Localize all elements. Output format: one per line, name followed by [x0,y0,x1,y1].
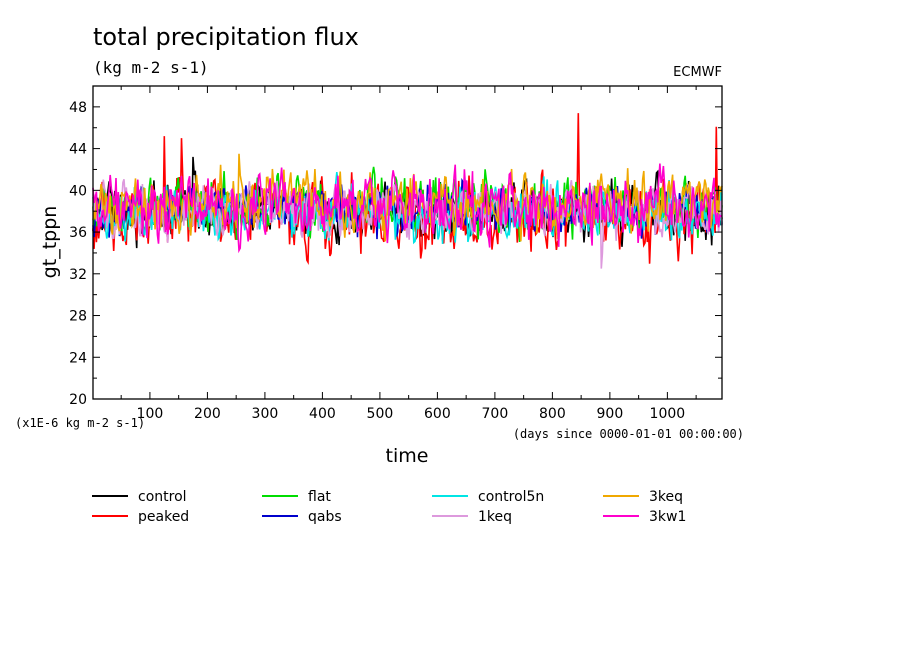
y-scale-label: (x1E-6 kg m-2 s-1) [15,416,145,430]
y-tick-label: 40 [69,183,87,199]
chart-subtitle: (kg m-2 s-1) [93,58,209,77]
series-line-3keq [92,153,723,242]
legend-label-qabs: qabs [308,509,342,525]
series-line-3kw1 [92,163,723,254]
chart-title: total precipitation flux [93,23,359,51]
x-tick-label: 800 [539,406,566,422]
legend-label-control5n: control5n [478,489,544,505]
x-tick-label: 1000 [650,406,686,422]
series-lines [92,113,723,269]
x-tick-label: 700 [482,406,509,422]
x-tick-label: 400 [309,406,336,422]
legend: control peaked flat qabs control5n 1keq 3keq 3k… [92,489,686,525]
x-tick-label: 600 [424,406,451,422]
y-tick-label: 44 [69,142,87,158]
x-units-label: (days since 0000-01-01 00:00:00) [513,427,744,441]
y-tick-label: 20 [69,392,87,408]
plot-frame [92,85,723,400]
y-tick-label: 32 [69,267,87,283]
legend-label-3kw1: 3kw1 [649,509,686,525]
legend-label-3keq: 3keq [649,489,683,505]
y-tick-label: 48 [69,100,87,116]
x-axis-label: time [386,445,429,467]
y-axis-label: gt_tppn [39,206,61,279]
x-tick-label: 500 [367,406,394,422]
y-tick-label: 28 [69,309,87,325]
x-tick-label: 200 [194,406,221,422]
x-tick-label: 900 [597,406,624,422]
legend-label-peaked: peaked [138,509,189,525]
source-label: ECMWF [673,65,722,80]
legend-label-control: control [138,489,187,505]
axis-ticks: 20 24 28 32 36 40 44 48 100 200 300 400 500 600 700 800… [69,86,722,422]
y-tick-label: 36 [69,225,87,241]
y-tick-label: 24 [69,350,87,366]
legend-label-flat: flat [308,489,331,505]
legend-label-1keq: 1keq [478,509,512,525]
x-tick-label: 300 [252,406,279,422]
x-tick-label: 100 [137,406,164,422]
